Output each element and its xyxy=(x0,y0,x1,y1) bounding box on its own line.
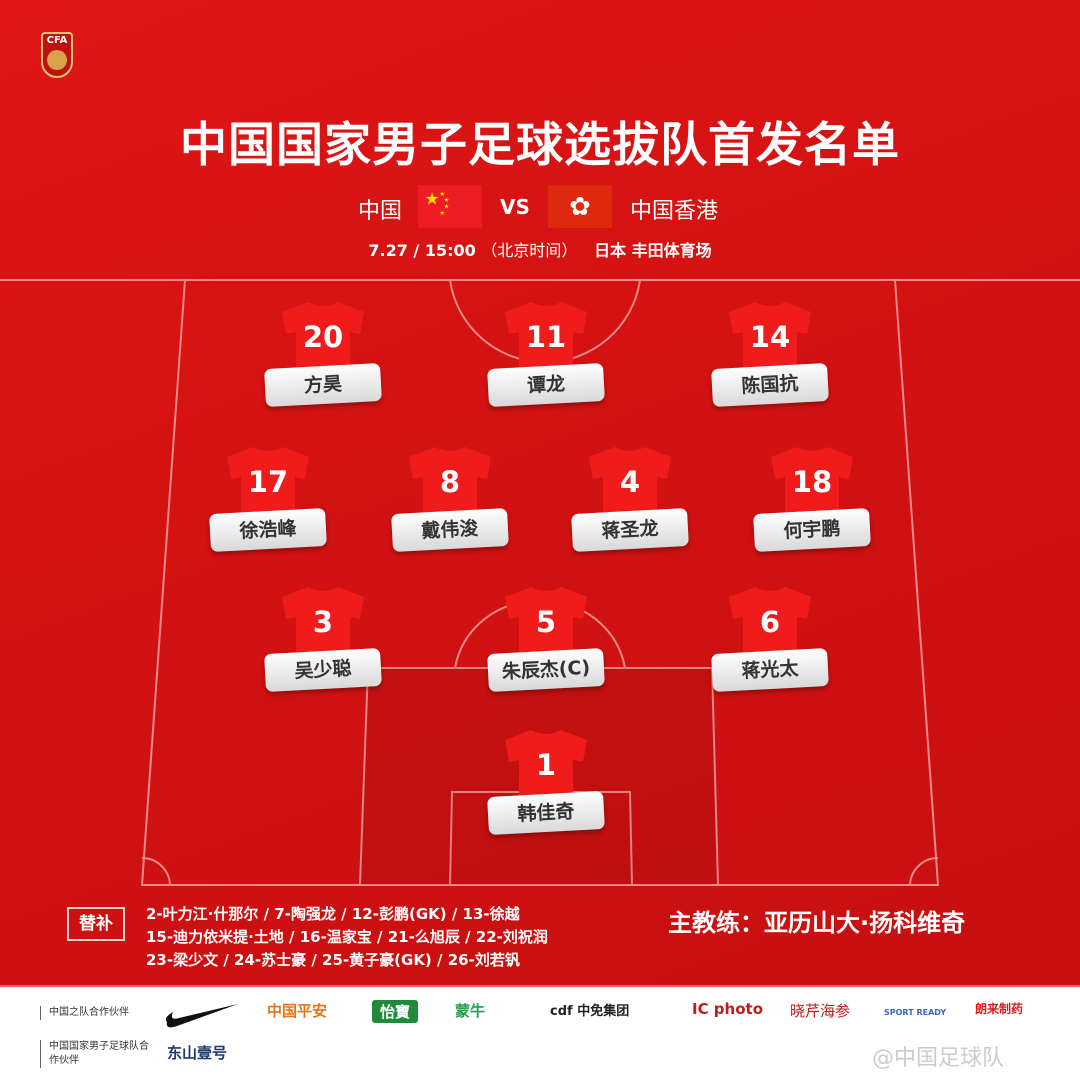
sponsor-logo: 怡寶 xyxy=(372,1000,419,1023)
player-card: 3 吴少聪 xyxy=(258,585,388,695)
jersey-number: 18 xyxy=(791,465,833,499)
jersey-number: 1 xyxy=(535,748,557,782)
svg-text:★: ★ xyxy=(439,209,445,217)
subs-line: 23-梁少文 / 24-苏士豪 / 25-黄子豪(GK) / 26-刘若钒 xyxy=(146,951,520,969)
jersey-number: 3 xyxy=(312,605,334,639)
sponsor-logo: 中国平安 xyxy=(267,1002,328,1020)
jersey-icon xyxy=(505,730,587,804)
jersey-icon xyxy=(505,302,587,376)
jersey-number: 17 xyxy=(247,465,289,499)
svg-text:★: ★ xyxy=(444,196,450,204)
player-card: 20 方昊 xyxy=(258,300,388,410)
player-name: 蒋光太 xyxy=(711,647,829,693)
player-card: 6 蒋光太 xyxy=(705,585,835,695)
jersey-icon xyxy=(729,587,811,661)
jersey-icon xyxy=(729,302,811,376)
lineup-poster: CFA 中国国家男子足球选拔队首发名单 中国 ★ ★ ★ ★ ★ VS ✿ 中国香港 … xyxy=(0,0,1080,985)
sponsor-logo: 东山壹号 xyxy=(167,1044,228,1062)
sponsor-logo: SPORT READY xyxy=(884,1008,947,1017)
venue: 日本 丰田体育场 xyxy=(594,241,712,260)
player-card: 14 陈国抗 xyxy=(705,300,835,410)
player-name: 何宇鹏 xyxy=(753,507,871,553)
date-time: 7.27 / 15:00 xyxy=(368,241,476,260)
partner-label: 中国之队合作伙伴 xyxy=(40,1006,129,1020)
jersey-icon xyxy=(282,587,364,661)
player-name: 方昊 xyxy=(264,362,382,408)
weibo-watermark: @中国足球队 xyxy=(872,1046,1005,1071)
player-name: 谭龙 xyxy=(487,362,605,408)
jersey-icon xyxy=(227,447,309,521)
player-card: 8 戴伟浚 xyxy=(385,445,515,555)
player-name: 陈国抗 xyxy=(711,362,829,408)
jersey-number: 11 xyxy=(525,320,567,354)
head-coach: 主教练：亚历山大·扬科维奇 xyxy=(668,909,966,937)
hong-kong-flag-icon: ✿ xyxy=(548,185,612,228)
timezone: （北京时间） xyxy=(481,241,578,260)
player-name: 朱辰杰(C) xyxy=(487,647,605,693)
jersey-icon xyxy=(409,447,491,521)
jersey-number: 5 xyxy=(535,605,557,639)
player-card: 17 徐浩峰 xyxy=(203,445,333,555)
sponsor-logo: 蒙牛 xyxy=(455,1002,486,1020)
china-flag-icon: ★ ★★★★ xyxy=(418,185,482,228)
svg-text:✿: ✿ xyxy=(569,192,590,222)
sponsor-logo: IC photo xyxy=(692,1000,764,1018)
page-title: 中国国家男子足球选拔队首发名单 xyxy=(180,118,900,173)
subs-list: 2-叶力江·什那尔 / 7-陶强龙 / 12-彭鹏(GK) / 13-徐越 15… xyxy=(146,903,548,972)
player-card: 1 韩佳奇 xyxy=(481,728,611,838)
player-card: 18 何宇鹏 xyxy=(747,445,877,555)
jersey-icon xyxy=(589,447,671,521)
vs-label: VS xyxy=(500,195,530,219)
jersey-number: 14 xyxy=(749,320,791,354)
cfa-logo: CFA xyxy=(41,32,73,78)
player-name: 蒋圣龙 xyxy=(571,507,689,553)
home-team: 中国 xyxy=(358,199,403,224)
match-info: 7.27 / 15:00 （北京时间） 日本 丰田体育场 xyxy=(0,237,1080,261)
player-card: 5 朱辰杰(C) xyxy=(481,585,611,695)
jersey-icon xyxy=(771,447,853,521)
sponsor-logo: 晓芹海参 xyxy=(790,1002,851,1020)
away-team: 中国香港 xyxy=(630,199,719,224)
jersey-icon xyxy=(505,587,587,661)
jersey-number: 6 xyxy=(759,605,781,639)
partner-label: 中国国家男子足球队合作伙伴 xyxy=(40,1040,150,1068)
jersey-icon xyxy=(282,302,364,376)
footer-divider xyxy=(0,985,1080,987)
jersey-number: 20 xyxy=(302,320,344,354)
svg-text:★: ★ xyxy=(444,203,450,211)
subs-line: 15-迪力依米提·土地 / 16-温家宝 / 21-么旭辰 / 22-刘祝润 xyxy=(146,928,548,946)
jersey-number: 8 xyxy=(439,465,461,499)
player-card: 4 蒋圣龙 xyxy=(565,445,695,555)
svg-text:★: ★ xyxy=(439,190,445,198)
player-card: 11 谭龙 xyxy=(481,300,611,410)
jersey-number: 4 xyxy=(619,465,641,499)
player-name: 徐浩峰 xyxy=(209,507,327,553)
nike-logo-icon xyxy=(165,1004,238,1028)
sponsor-logo: 朗来制药 xyxy=(975,1002,1024,1016)
subs-line: 2-叶力江·什那尔 / 7-陶强龙 / 12-彭鹏(GK) / 13-徐越 xyxy=(146,905,520,923)
player-name: 韩佳奇 xyxy=(487,790,605,836)
sponsor-logo: cdf 中免集团 xyxy=(550,1004,630,1019)
subs-label: 替补 xyxy=(67,907,125,941)
svg-text:★: ★ xyxy=(424,189,439,209)
player-name: 戴伟浚 xyxy=(391,507,509,553)
player-name: 吴少聪 xyxy=(264,647,382,693)
